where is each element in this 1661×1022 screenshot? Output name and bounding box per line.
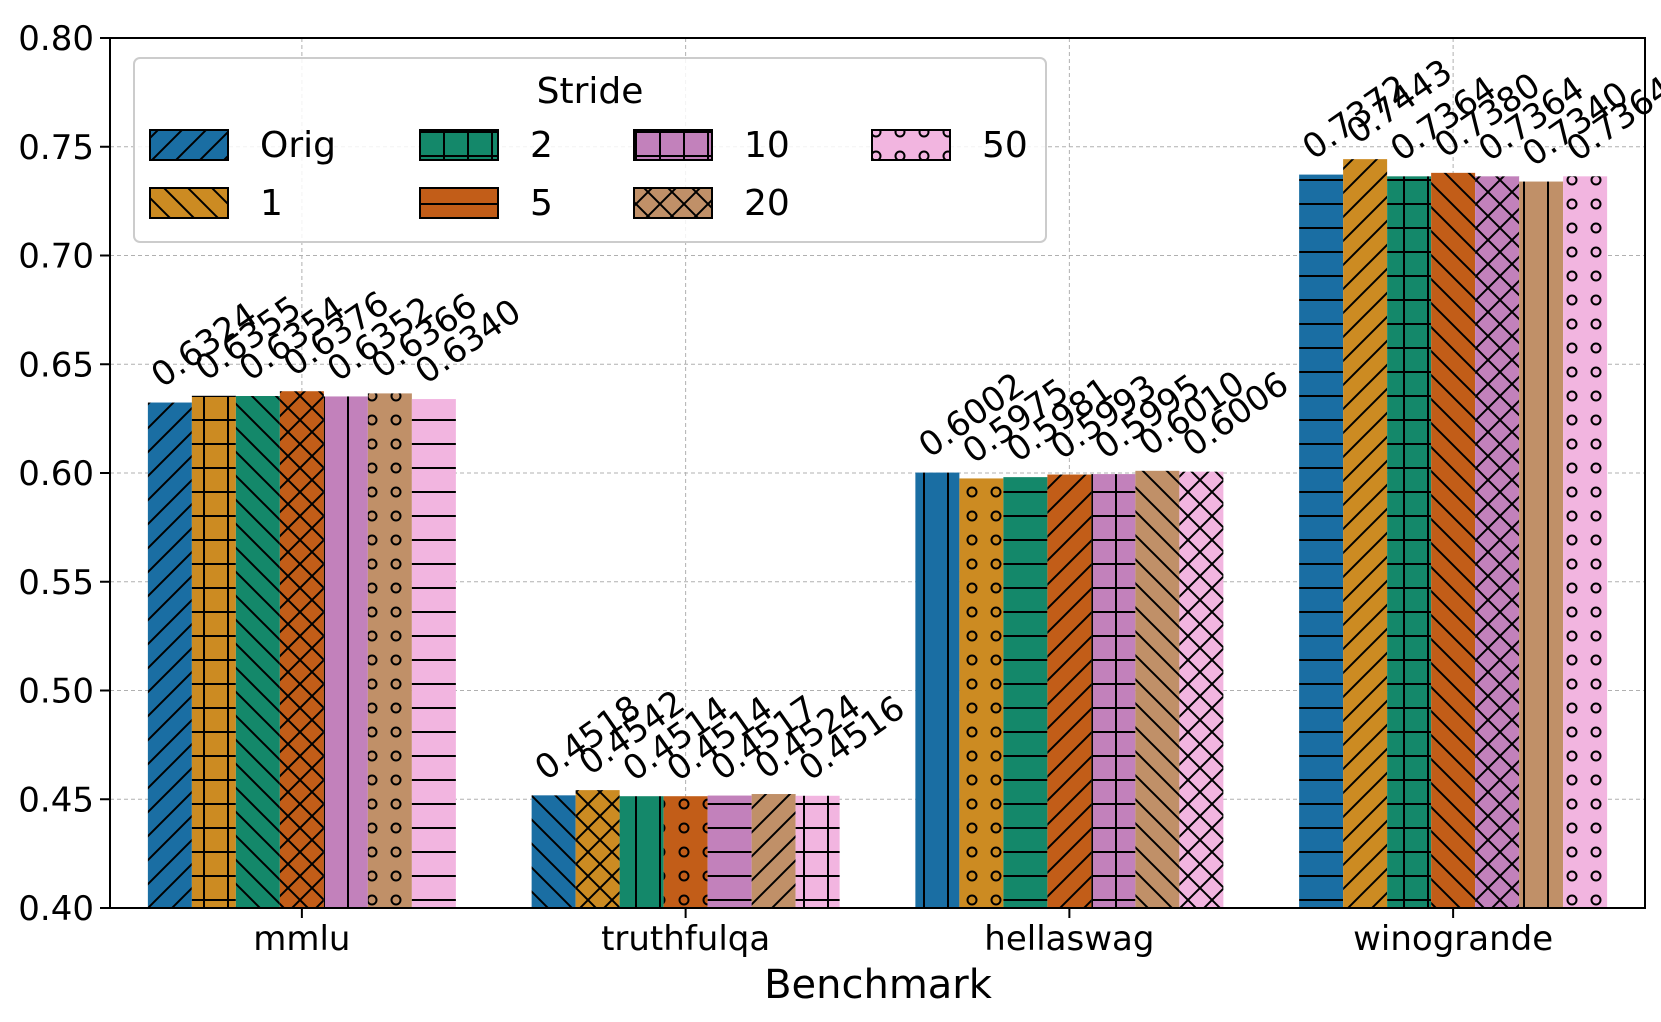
bar-mmlu-10 <box>323 396 368 908</box>
bar-hellaswag-20 <box>1135 470 1180 908</box>
legend-label-50: 50 <box>982 125 1028 166</box>
bar-hellaswag-5 <box>1047 474 1092 908</box>
legend-swatch-20 <box>633 187 713 219</box>
bar-winogrande-2 <box>1387 176 1432 908</box>
bar-mmlu-20 <box>367 393 412 908</box>
bar-winogrande-20 <box>1519 181 1564 909</box>
bar-hellaswag-2 <box>1003 477 1048 908</box>
bar-hellaswag-Orig <box>915 472 960 908</box>
y-tick-label: 0.55 <box>18 563 94 603</box>
bar-mmlu-50 <box>411 399 456 908</box>
legend-label-5: 5 <box>530 183 553 224</box>
bar-truthfulqa-2 <box>619 796 664 908</box>
bar-mmlu-Orig <box>147 402 192 908</box>
y-tick-label: 0.75 <box>18 128 94 168</box>
data-labels: 0.63240.63550.63540.63760.63520.63660.63… <box>144 52 1661 790</box>
bar-winogrande-1 <box>1343 159 1388 908</box>
bar-hellaswag-10 <box>1091 474 1136 908</box>
legend-swatch-5 <box>419 187 499 219</box>
legend-swatch-2 <box>419 129 499 161</box>
legend-swatch-50 <box>871 129 951 161</box>
x-axis-title: Benchmark <box>764 962 993 1008</box>
legend-label-20: 20 <box>744 183 790 224</box>
x-tick-label-winogrande: winogrande <box>1353 919 1553 959</box>
legend: Stride Orig 1 2 5 10 20 50 <box>133 57 1047 243</box>
y-tick-label: 0.80 <box>18 19 94 59</box>
bar-winogrande-50 <box>1563 176 1608 908</box>
bar-hellaswag-1 <box>959 478 1004 908</box>
y-axis: 0.40 0.45 0.50 0.55 0.60 0.65 0.70 0.75 0.80 <box>18 19 110 929</box>
bar-winogrande-10 <box>1475 176 1520 908</box>
bar-truthfulqa-20 <box>751 794 796 908</box>
bar-hellaswag-50 <box>1179 471 1224 908</box>
y-tick-label: 0.65 <box>18 345 94 385</box>
legend-label-10: 10 <box>744 125 790 166</box>
bar-truthfulqa-10 <box>707 795 752 908</box>
legend-swatch-1 <box>149 187 229 219</box>
bar-winogrande-5 <box>1431 172 1476 909</box>
bar-mmlu-2 <box>235 396 280 908</box>
y-tick-label: 0.50 <box>18 672 94 712</box>
legend-label-1: 1 <box>260 183 283 224</box>
x-tick-label-truthfulqa: truthfulqa <box>601 919 770 959</box>
bar-truthfulqa-Orig <box>531 795 576 908</box>
x-tick-label-hellaswag: hellaswag <box>984 919 1154 959</box>
bar-truthfulqa-1 <box>575 790 620 908</box>
bar-truthfulqa-50 <box>795 795 840 908</box>
legend-swatch-Orig <box>149 129 229 161</box>
x-axis: mmlu truthfulqa hellaswag winogrande <box>253 908 1553 959</box>
x-tick-label-mmlu: mmlu <box>253 919 350 959</box>
legend-title: Stride <box>537 71 644 112</box>
y-tick-label: 0.70 <box>18 237 94 277</box>
bars <box>147 159 1608 909</box>
legend-label-2: 2 <box>530 125 553 166</box>
y-tick-label: 0.60 <box>18 454 94 494</box>
bar-mmlu-5 <box>279 391 324 909</box>
legend-label-Orig: Orig <box>260 125 336 166</box>
y-tick-label: 0.45 <box>18 780 94 820</box>
bar-winogrande-Orig <box>1299 174 1344 909</box>
legend-box <box>133 57 1047 243</box>
legend-swatch-10 <box>633 129 713 161</box>
y-tick-label: 0.40 <box>18 889 94 929</box>
bar-truthfulqa-5 <box>663 796 708 908</box>
bar-mmlu-1 <box>191 395 236 909</box>
